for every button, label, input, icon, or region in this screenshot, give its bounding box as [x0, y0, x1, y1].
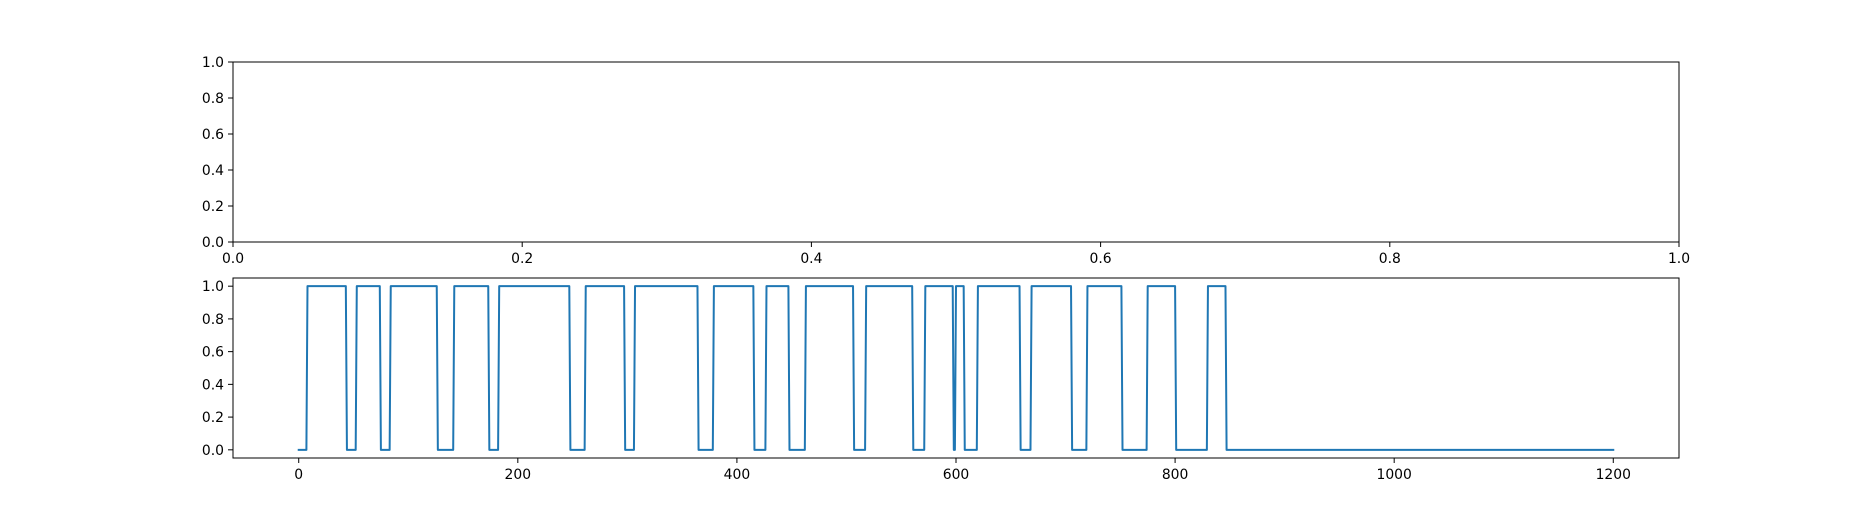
bottom-x-tick-label: 200: [505, 467, 532, 483]
top-y-tick-label: 0.6: [202, 127, 224, 143]
bottom-y-tick-label: 1.0: [202, 279, 224, 295]
bottom-x-axis-ticks: 0 200 400 600 800 1000 1200: [294, 458, 1631, 483]
bottom-y-tick-label: 0.4: [202, 377, 224, 393]
bottom-y-tick-label: 0.6: [202, 345, 224, 361]
top-x-tick-label: 0.2: [511, 251, 533, 267]
top-y-tick-label: 0.0: [202, 235, 224, 251]
top-x-tick-label: 0.4: [800, 251, 822, 267]
bottom-y-axis-ticks: 0.0 0.2 0.4 0.6 0.8 1.0: [202, 279, 233, 459]
top-x-axis-ticks: 0.0 0.2 0.4 0.6 0.8 1.0: [222, 242, 1690, 267]
bottom-axes: 0 200 400 600 800 1000 1200 0.0 0.2 0.4 0.6 0.8 1.0: [202, 277, 1680, 483]
bottom-x-tick-label: 800: [1162, 467, 1189, 483]
bottom-x-tick-label: 0: [294, 467, 303, 483]
bottom-y-tick-label: 0.0: [202, 443, 224, 459]
bottom-x-tick-label: 400: [724, 467, 751, 483]
top-y-axis-ticks: 0.0 0.2 0.4 0.6 0.8 1.0: [202, 55, 233, 251]
bottom-x-tick-label: 600: [943, 467, 970, 483]
bottom-y-tick-label: 0.8: [202, 312, 224, 328]
top-y-tick-label: 0.2: [202, 199, 224, 215]
top-x-tick-label: 0.0: [222, 251, 244, 267]
bottom-series-line-0: [297, 285, 1615, 451]
bottom-series-group: [297, 285, 1615, 451]
top-y-tick-label: 0.4: [202, 163, 224, 179]
top-y-tick-label: 0.8: [202, 91, 224, 107]
top-x-tick-label: 0.8: [1379, 251, 1401, 267]
bottom-y-tick-label: 0.2: [202, 410, 224, 426]
top-x-tick-label: 1.0: [1668, 251, 1690, 267]
bottom-x-tick-label: 1000: [1377, 467, 1412, 483]
bottom-x-tick-label: 1200: [1596, 467, 1631, 483]
top-y-tick-label: 1.0: [202, 55, 224, 71]
top-axes: 0.0 0.2 0.4 0.6 0.8 1.0 0.0 0.2 0.4 0.6 0.8 1.0: [202, 55, 1690, 267]
top-axes-frame: [232, 61, 1680, 243]
top-x-tick-label: 0.6: [1090, 251, 1112, 267]
